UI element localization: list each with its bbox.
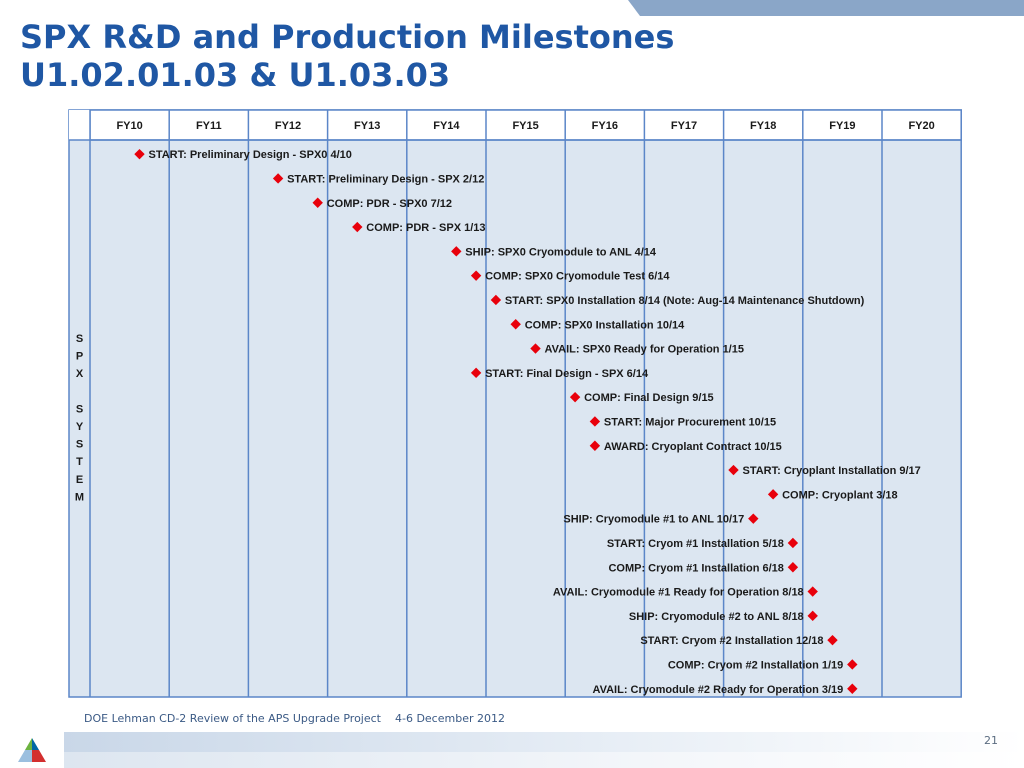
footer-date: 4-6 December 2012	[394, 712, 505, 725]
period-label-fy13: FY13	[354, 120, 380, 132]
milestone-marker	[134, 148, 145, 160]
milestone-label: COMP: PDR - SPX0 7/12	[327, 198, 452, 210]
milestone-label: AVAIL: Cryomodule #1 Ready for Operation…	[553, 587, 804, 599]
milestone-label: AVAIL: Cryomodule #2 Ready for Operation…	[592, 684, 843, 696]
milestone-marker	[451, 246, 462, 257]
row-group-letter: S	[76, 403, 83, 415]
row-group-letter: S	[76, 439, 83, 451]
row-group-letter: P	[76, 351, 83, 363]
row-group-letter: X	[76, 368, 84, 380]
row-group-letter: S	[76, 333, 83, 345]
milestone-marker	[728, 464, 739, 476]
milestone-marker	[530, 343, 541, 354]
milestone-marker	[847, 659, 858, 670]
period-label-fy19: FY19	[829, 120, 855, 132]
row-group-letter: Y	[76, 421, 84, 433]
milestone-marker	[847, 683, 858, 694]
milestone-label: SHIP: Cryomodule #2 to ANL 8/18	[629, 611, 804, 623]
footer-review-name: DOE Lehman CD-2 Review of the APS Upgrad…	[84, 712, 381, 725]
milestone-marker	[807, 586, 818, 597]
header-corner	[69, 110, 90, 140]
row-group-letter: E	[76, 474, 83, 486]
milestone-marker	[767, 489, 779, 500]
milestone-marker	[569, 391, 581, 403]
milestone-label: START: Major Procurement 10/15	[604, 416, 776, 428]
period-label-fy12: FY12	[275, 120, 301, 132]
milestone-marker	[352, 221, 363, 233]
title-line-2: U1.02.01.03 & U1.03.03	[20, 56, 451, 94]
milestone-label: COMP: Final Design 9/15	[584, 392, 714, 404]
chart-period-headers: FY10 FY11 FY12 FY13 FY14 FY15 FY16 FY17 FY18 FY19…	[116, 120, 934, 132]
milestone-label: START: Cryoplant Installation 9/17	[743, 465, 921, 477]
milestone-label: START: Cryom #2 Installation 12/18	[640, 635, 823, 647]
period-label-fy18: FY18	[750, 120, 776, 132]
milestone-label: SHIP: Cryomodule #1 to ANL 10/17	[563, 514, 744, 526]
milestone-marker	[312, 197, 323, 208]
row-group-letter: M	[75, 491, 84, 503]
milestone-label: COMP: Cryom #1 Installation 6/18	[608, 562, 783, 574]
milestone-marker	[510, 319, 521, 330]
period-label-fy17: FY17	[671, 120, 697, 132]
period-label-fy11: FY11	[196, 120, 222, 132]
milestone-label: SHIP: SPX0 Cryomodule to ANL 4/14	[465, 246, 657, 258]
slide-title: SPX R&D and Production Milestones U1.02.…	[20, 18, 674, 94]
milestone-marker	[827, 634, 838, 646]
period-label-fy14: FY14	[433, 120, 460, 132]
milestone-marker	[748, 513, 759, 524]
plot-area	[68, 109, 962, 698]
milestone-label: COMP: SPX0 Installation 10/14	[525, 319, 685, 331]
milestone-label: START: Preliminary Design - SPX 2/12	[287, 173, 484, 185]
milestone-label: COMP: Cryoplant 3/18	[782, 489, 898, 501]
milestone-marker	[807, 610, 818, 622]
argonne-logo-icon	[16, 736, 48, 764]
period-label-fy20: FY20	[908, 120, 934, 132]
row-group-letter: T	[76, 456, 83, 468]
footer-band	[64, 732, 1024, 752]
milestone-marker	[490, 294, 502, 306]
milestone-label: START: Preliminary Design - SPX0 4/10	[149, 149, 352, 161]
milestone-label: COMP: SPX0 Cryomodule Test 6/14	[485, 271, 670, 283]
period-label-fy15: FY15	[512, 120, 538, 132]
header-accent-bar	[628, 0, 1024, 16]
milestone-label: COMP: PDR - SPX 1/13	[366, 222, 485, 234]
title-line-1: SPX R&D and Production Milestones	[20, 18, 675, 56]
milestone-label: AVAIL: SPX0 Ready for Operation 1/15	[545, 344, 744, 356]
milestone-marker	[589, 440, 601, 451]
milestone-label: START: SPX0 Installation 8/14 (Note: Aug…	[505, 295, 865, 307]
period-label-fy10: FY10	[116, 120, 142, 132]
milestone-label: COMP: Cryom #2 Installation 1/19	[668, 659, 843, 671]
header-row	[89, 109, 962, 141]
milestone-marker	[470, 270, 482, 281]
milestone-marker	[787, 537, 799, 549]
milestone-marker	[589, 416, 601, 427]
footer-band-lower	[64, 752, 1024, 768]
milestone-marker	[787, 562, 799, 573]
milestone-marker	[470, 367, 482, 379]
milestone-label: AWARD: Cryoplant Contract 10/15	[604, 441, 782, 453]
page-number: 21	[984, 734, 998, 747]
footer-text: DOE Lehman CD-2 Review of the APS Upgrad…	[84, 712, 505, 725]
milestone-label: START: Cryom #1 Installation 5/18	[607, 538, 784, 550]
period-label-fy16: FY16	[592, 120, 618, 132]
chart-milestones: START: Preliminary Design - SPX0 4/10 STA…	[134, 148, 921, 696]
milestone-label: START: Final Design - SPX 6/14	[485, 368, 649, 380]
milestone-marker	[272, 173, 284, 184]
chart-background	[68, 109, 962, 698]
chart-grid	[69, 110, 962, 697]
